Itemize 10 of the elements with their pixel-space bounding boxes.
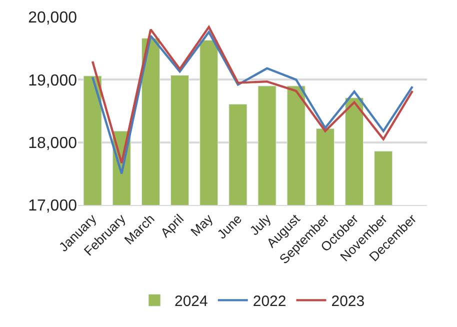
x-tick-label: July bbox=[246, 210, 274, 238]
y-tick-label: 18,000 bbox=[28, 134, 78, 152]
legend-label: 2022 bbox=[252, 293, 286, 310]
x-tick-label: June bbox=[214, 211, 245, 242]
legend-label: 2024 bbox=[174, 293, 208, 310]
x-tick-label: May bbox=[188, 210, 216, 240]
y-tick-label: 17,000 bbox=[28, 198, 78, 215]
y-tick-label: 20,000 bbox=[28, 10, 78, 27]
y-tick-label: 19,000 bbox=[28, 72, 78, 90]
legend-label: 2023 bbox=[331, 293, 365, 310]
